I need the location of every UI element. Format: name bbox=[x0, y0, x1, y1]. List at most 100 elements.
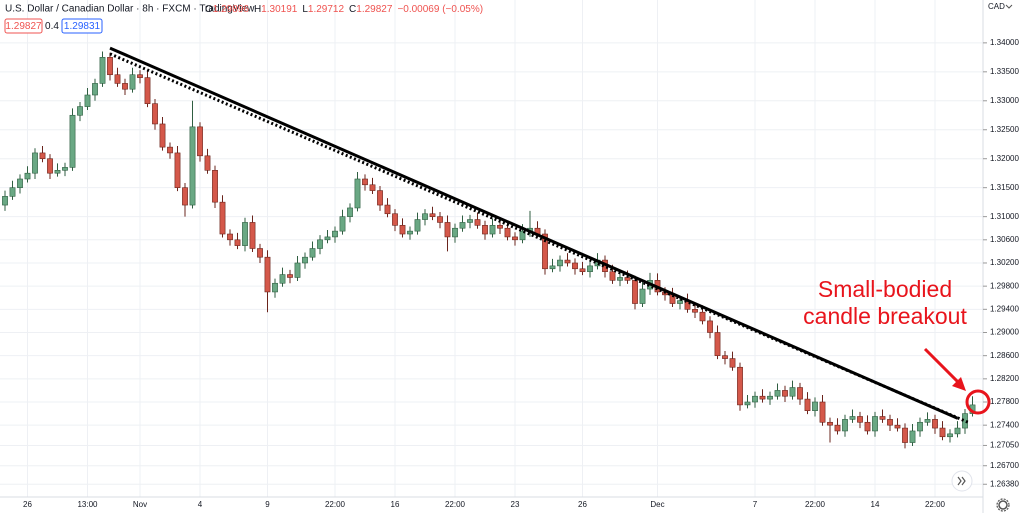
x-tick-label: Dec bbox=[650, 500, 664, 509]
trendline bbox=[109, 46, 959, 420]
candle-body bbox=[774, 390, 781, 397]
sell-box[interactable] bbox=[4, 18, 43, 34]
y-tick-label: 1.28200 bbox=[990, 374, 1019, 383]
y-tick-label: 1.30200 bbox=[990, 258, 1019, 267]
candle-body bbox=[122, 83, 128, 90]
candle-body bbox=[54, 170, 61, 174]
x-tick-label: 13:00 bbox=[77, 500, 98, 509]
grid bbox=[0, 0, 983, 497]
candle-body bbox=[519, 230, 526, 241]
ohlc-line: O1.29896 H1.30191 L1.29712 C1.29827 −0.00069… bbox=[205, 4, 483, 15]
candle-body bbox=[152, 103, 158, 125]
candle-body bbox=[114, 74, 121, 84]
highlight-circle bbox=[965, 389, 991, 415]
candle-body bbox=[219, 201, 226, 235]
candle-body bbox=[264, 256, 271, 293]
ohlc-label: O bbox=[205, 4, 213, 15]
x-tick-label: 14 bbox=[871, 500, 880, 509]
candle-body bbox=[617, 277, 623, 281]
candle-body bbox=[834, 424, 841, 432]
ohlc-label: C bbox=[349, 4, 356, 15]
buy-box[interactable] bbox=[61, 18, 103, 34]
candle-body bbox=[39, 152, 46, 160]
candle-body bbox=[324, 236, 331, 241]
ohlc-value: 1.30191 bbox=[261, 4, 298, 15]
candle-body bbox=[182, 187, 188, 206]
candle-body bbox=[129, 74, 136, 90]
candle-body bbox=[369, 184, 376, 191]
x-tick-label: 22:00 bbox=[805, 500, 826, 509]
y-tick-label: 1.31500 bbox=[990, 183, 1019, 192]
candle-body bbox=[549, 265, 556, 270]
candle-body bbox=[902, 427, 908, 443]
candle-body bbox=[279, 274, 286, 284]
x-tick-label: 22:00 bbox=[445, 500, 466, 509]
trendlines bbox=[109, 46, 969, 424]
candle-body bbox=[954, 427, 961, 435]
candle-body bbox=[69, 114, 76, 168]
candle-body bbox=[767, 395, 773, 400]
candle-body bbox=[804, 398, 811, 411]
y-tick-label: 1.34000 bbox=[990, 38, 1019, 47]
sell-price[interactable]: 1.29827 bbox=[5, 21, 42, 32]
y-tick-label: 1.29400 bbox=[990, 304, 1019, 313]
y-tick-label: 1.29000 bbox=[990, 328, 1019, 337]
x-tick-label: 26 bbox=[23, 500, 32, 509]
candle-body bbox=[107, 57, 113, 76]
candle-body bbox=[429, 213, 436, 217]
candle-body bbox=[197, 126, 203, 157]
candle-body bbox=[632, 280, 638, 304]
candle-body bbox=[47, 158, 53, 174]
candle-body bbox=[699, 311, 706, 322]
candle-body bbox=[422, 213, 428, 220]
candle-body bbox=[819, 401, 826, 423]
candle-body bbox=[924, 419, 931, 423]
candle-body bbox=[864, 421, 871, 432]
candle-body bbox=[287, 274, 293, 278]
candle-body bbox=[489, 225, 496, 235]
candle-body bbox=[444, 222, 451, 238]
symbol[interactable]: U.S. Dollar / Canadian Dollar · 8h · FXC… bbox=[5, 4, 255, 15]
candle-body bbox=[692, 309, 698, 313]
candle-body bbox=[579, 268, 586, 272]
candle-body bbox=[24, 172, 31, 180]
candle-body bbox=[92, 83, 98, 96]
axes: 1.34000 1.33500 1.33000 1.32500 1.32000 1.315… bbox=[23, 38, 1019, 509]
candle-body bbox=[414, 219, 421, 232]
x-tick-label: 4 bbox=[198, 500, 203, 509]
candle-body bbox=[257, 248, 263, 258]
candle-body bbox=[624, 277, 631, 281]
x-tick-label: 26 bbox=[578, 500, 587, 509]
arrow-head bbox=[952, 377, 966, 391]
x-tick-label: Nov bbox=[133, 500, 147, 509]
ohlc-label: L bbox=[302, 4, 308, 15]
candle-body bbox=[812, 401, 818, 411]
candle-body bbox=[497, 225, 503, 229]
currency-dropdown[interactable] bbox=[1005, 4, 1013, 9]
buy-price[interactable]: 1.29831 bbox=[64, 21, 101, 32]
header: U.S. Dollar / Canadian Dollar · 8h · FXC… bbox=[4, 4, 483, 34]
scroll-button[interactable] bbox=[951, 470, 973, 492]
candle-body bbox=[894, 424, 901, 429]
candle-body bbox=[144, 77, 151, 104]
candle-body bbox=[909, 430, 916, 443]
candle-body bbox=[17, 178, 23, 188]
candle-body bbox=[2, 196, 8, 206]
candle-body bbox=[474, 219, 481, 226]
candle-body bbox=[939, 427, 946, 438]
candle-body bbox=[639, 288, 646, 304]
candle-body bbox=[759, 395, 766, 400]
candle-body bbox=[84, 94, 91, 107]
candle-body bbox=[294, 262, 301, 278]
candle-body bbox=[849, 416, 856, 420]
currency[interactable]: CAD bbox=[988, 2, 1005, 11]
candle-body bbox=[857, 416, 863, 423]
y-tick-label: 1.26380 bbox=[990, 479, 1019, 488]
candle-body bbox=[887, 419, 893, 426]
arrow-shaft bbox=[923, 347, 963, 387]
candle-body bbox=[452, 227, 458, 238]
y-tick-label: 1.29800 bbox=[990, 281, 1019, 290]
settings-icon[interactable] bbox=[996, 498, 1010, 512]
candle-body bbox=[212, 170, 218, 203]
ohlc-value: 1.29712 bbox=[308, 4, 345, 15]
